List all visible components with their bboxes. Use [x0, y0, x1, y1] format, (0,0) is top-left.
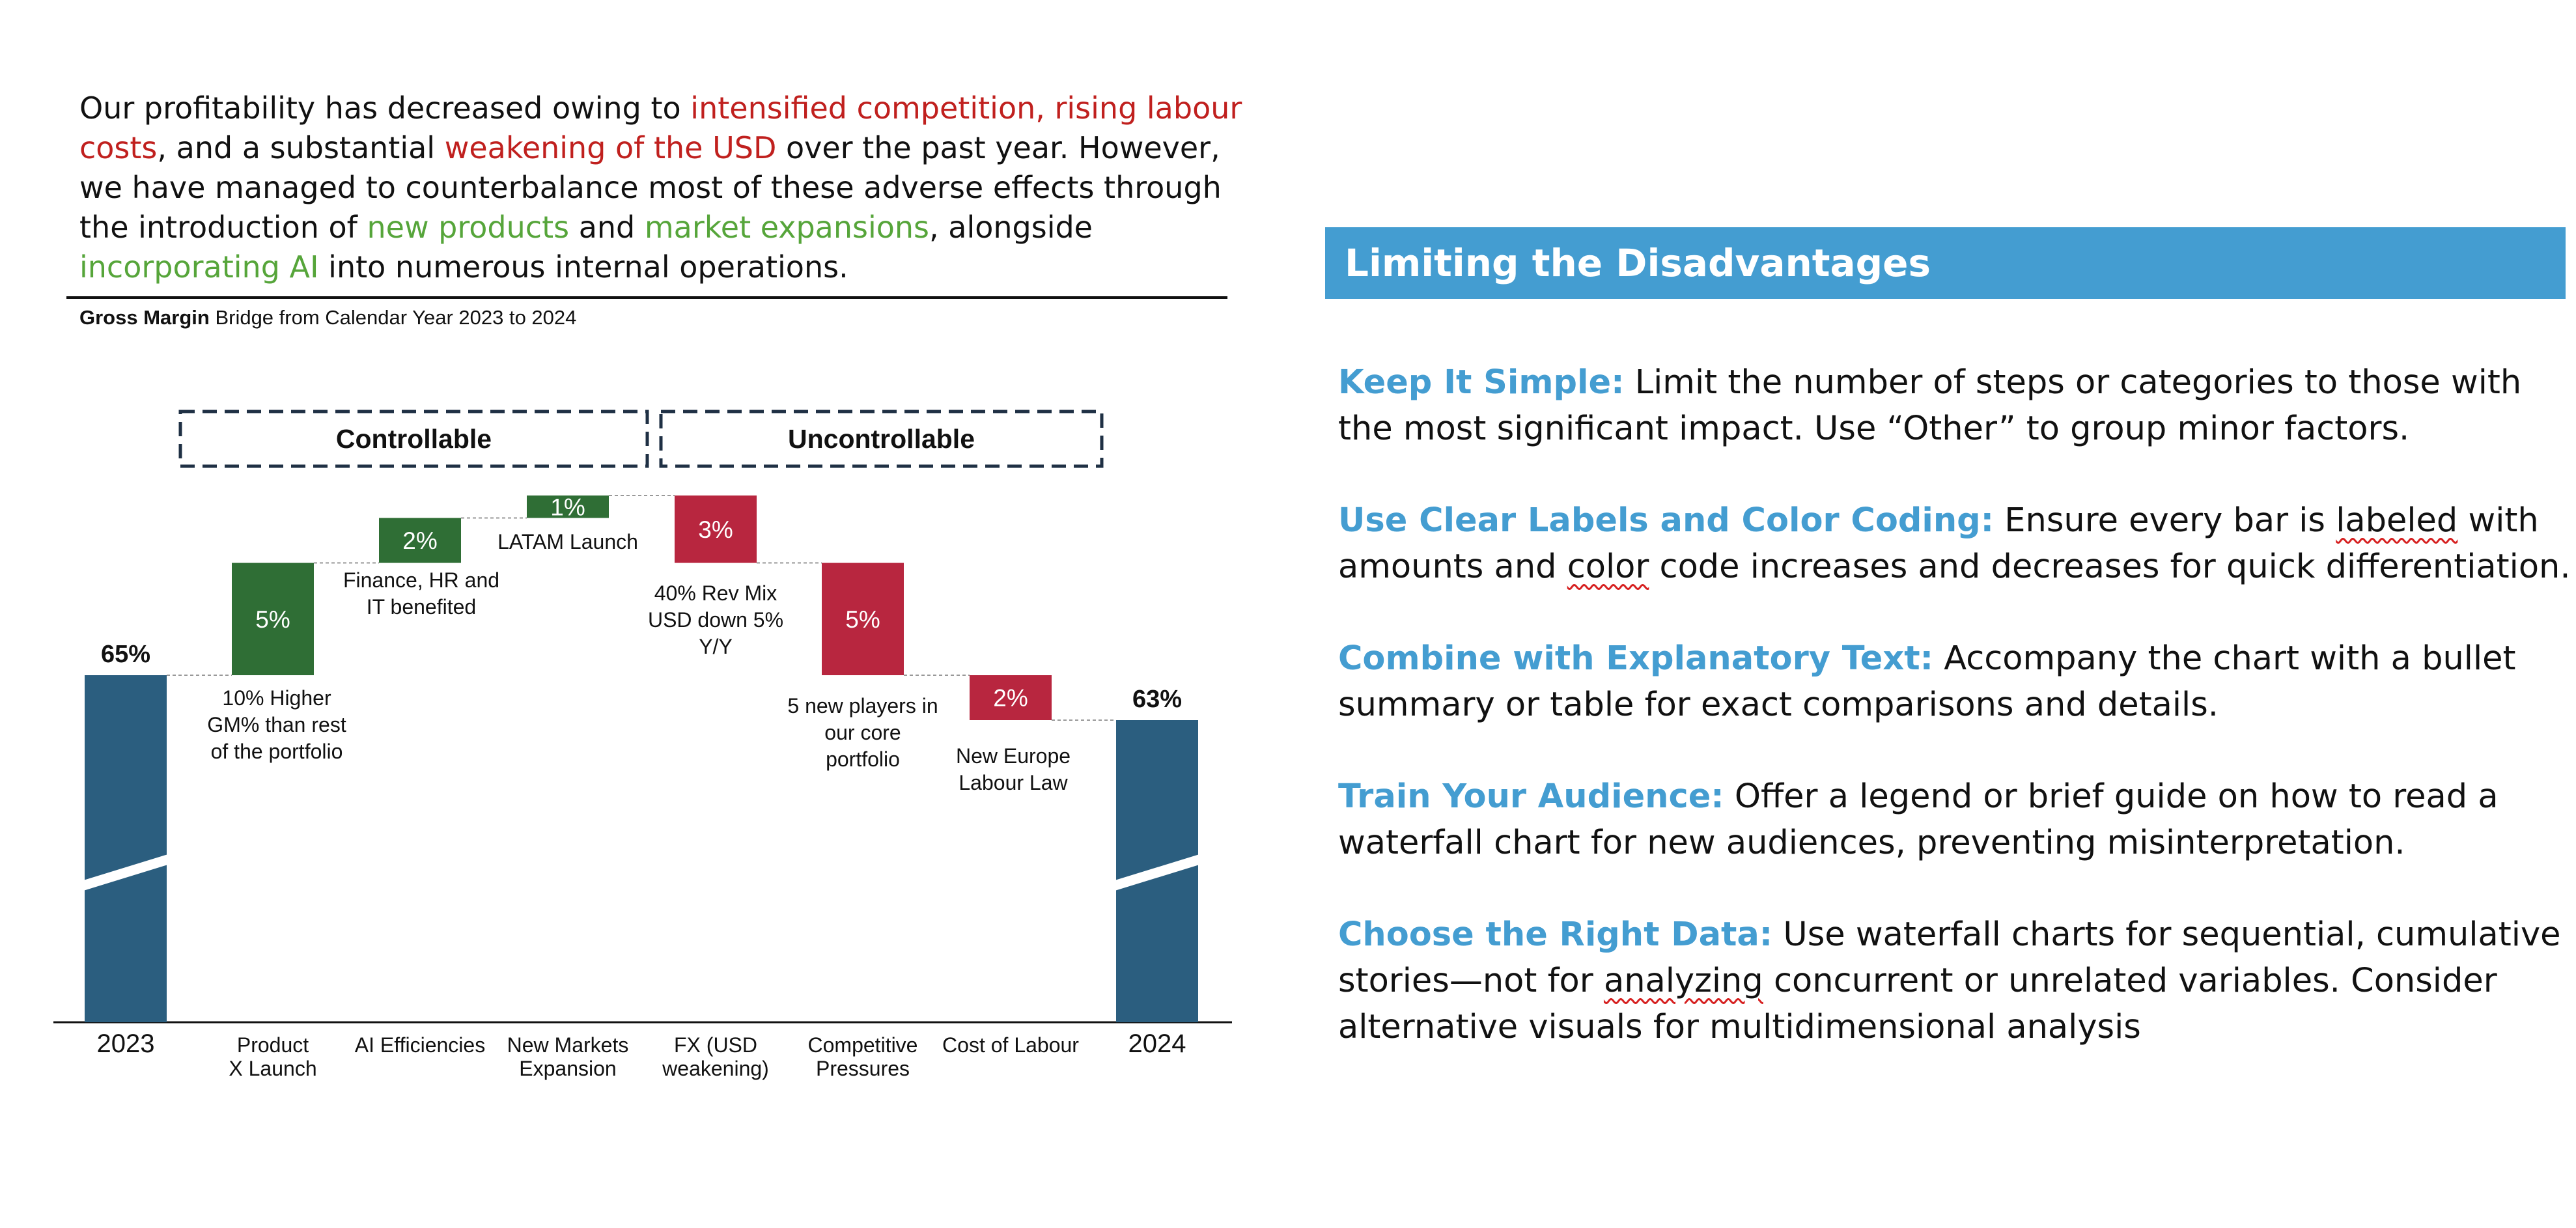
step-annotation: LATAM Launch: [497, 530, 638, 553]
category-tick-label: FX (USD: [674, 1033, 757, 1057]
category-tick-label: 2023: [97, 1029, 155, 1058]
intro-positive-factor: incorporating AI: [79, 249, 319, 285]
category-tick-label: Product: [237, 1033, 309, 1057]
category-tick-label: Pressures: [816, 1057, 910, 1080]
group-label: Uncontrollable: [788, 424, 975, 454]
waterfall-bar: [970, 675, 1052, 720]
tip-text: Accompany the chart with a bullet summar…: [1338, 639, 2516, 724]
intro-positive-factor: market expansions: [644, 210, 930, 245]
group-label: Controllable: [336, 424, 492, 454]
step-annotation: New Europe: [956, 744, 1071, 768]
chart-subtitle-bold: Gross Margin: [79, 306, 210, 329]
tip-text: Offer a legend or brief guide on how to …: [1338, 777, 2499, 862]
intro-text: and: [569, 210, 645, 245]
tip-text: with amounts and: [1338, 501, 2539, 586]
tip-heading: Keep It Simple:: [1338, 363, 1625, 402]
tip-train-audience: Train Your Audience: Offer a legend or b…: [1338, 774, 2575, 866]
tip-keep-it-simple: Keep It Simple: Limit the number of step…: [1338, 359, 2575, 452]
intro-text: , and a substantial: [157, 130, 445, 165]
tip-text: concurrent or unrelated variables. Consi…: [1338, 962, 2497, 1046]
tip-heading: Train Your Audience:: [1338, 777, 1724, 816]
intro-paragraph: Our profitability has decreased owing to…: [79, 89, 1271, 287]
tip-text: Use waterfall charts for sequential, cum…: [1338, 915, 2561, 1000]
intro-negative-factor: intensified competition, rising labour c…: [79, 91, 1242, 165]
step-annotation: Finance, HR and: [343, 568, 499, 592]
bar-value-label: 65%: [101, 641, 150, 668]
step-annotation: Labour Law: [959, 771, 1068, 794]
spellcheck-word: color: [1567, 548, 1649, 586]
tip-text: code increases and decreases for quick d…: [1649, 548, 2571, 586]
waterfall-bar: [379, 518, 461, 563]
waterfall-bar: [232, 563, 314, 675]
step-annotation: 5 new players in: [787, 694, 938, 718]
step-annotation: our core: [824, 721, 901, 744]
intro-negative-factor: weakening of the USD: [444, 130, 777, 165]
intro-text: over the past year. However, we have man…: [79, 130, 1222, 245]
tip-heading: Use Clear Labels and Color Coding:: [1338, 501, 1995, 540]
category-tick-label: AI Efficiencies: [355, 1033, 485, 1057]
step-annotation: GM% than rest: [207, 713, 346, 736]
category-tick-label: weakening): [662, 1057, 769, 1080]
bar-value-label: 5%: [255, 606, 290, 633]
group-bracket: [178, 410, 649, 468]
bar-value-label: 5%: [845, 606, 880, 633]
bar-value-label: 1%: [550, 494, 585, 520]
tip-explanatory-text: Combine with Explanatory Text: Accompany…: [1338, 635, 2575, 728]
step-annotation: IT benefited: [367, 595, 476, 619]
bar-value-label: 2%: [993, 685, 1028, 712]
waterfall-bar: [822, 563, 904, 675]
intro-text: , alongside: [929, 210, 1093, 245]
tip-heading: Combine with Explanatory Text:: [1338, 639, 1933, 678]
category-tick-label: Cost of Labour: [942, 1033, 1079, 1057]
spellcheck-word: labeled: [2336, 501, 2458, 540]
step-annotation: portfolio: [826, 747, 900, 771]
chart-subtitle-rest: Bridge from Calendar Year 2023 to 2024: [209, 306, 577, 329]
tip-clear-labels: Use Clear Labels and Color Coding: Ensur…: [1338, 497, 2575, 590]
waterfall-bar: [85, 675, 167, 1022]
step-annotation: 10% Higher: [222, 686, 331, 710]
title-divider: [66, 296, 1227, 299]
bar-value-label: 2%: [402, 527, 437, 554]
tips-list: Keep It Simple: Limit the number of step…: [1338, 359, 2575, 1096]
intro-positive-factor: new products: [367, 210, 570, 245]
tip-right-data: Choose the Right Data: Use waterfall cha…: [1338, 912, 2575, 1050]
step-annotation: Y/Y: [699, 635, 733, 658]
intro-text: Our profitability has decreased owing to: [79, 91, 691, 126]
tip-heading: Choose the Right Data:: [1338, 915, 1773, 954]
waterfall-bar: [675, 495, 757, 563]
tip-text: Limit the number of steps or categories …: [1338, 363, 2522, 448]
axis-break-mark: [1115, 854, 1199, 891]
category-tick-label: X Launch: [229, 1057, 316, 1080]
category-tick-label: 2024: [1128, 1029, 1186, 1058]
intro-text: into numerous internal operations.: [318, 249, 848, 285]
category-tick-label: New Markets: [507, 1033, 629, 1057]
disadvantages-banner: Limiting the Disadvantages: [1325, 227, 2566, 299]
spellcheck-word: analyzing: [1603, 962, 1763, 1000]
bar-value-label: 3%: [698, 516, 733, 543]
waterfall-bar: [527, 495, 609, 518]
step-annotation: USD down 5%: [648, 608, 783, 632]
axis-break-mark: [83, 854, 168, 891]
step-annotation: of the portfolio: [211, 740, 343, 763]
chart-subtitle: Gross Margin Bridge from Calendar Year 2…: [79, 306, 576, 329]
step-annotation: 40% Rev Mix: [654, 581, 777, 605]
group-bracket: [659, 410, 1104, 468]
bar-value-label: 63%: [1132, 686, 1182, 713]
category-tick-label: Competitive: [808, 1033, 918, 1057]
category-tick-label: Expansion: [519, 1057, 616, 1080]
tip-text: Ensure every bar is: [1994, 501, 2336, 540]
